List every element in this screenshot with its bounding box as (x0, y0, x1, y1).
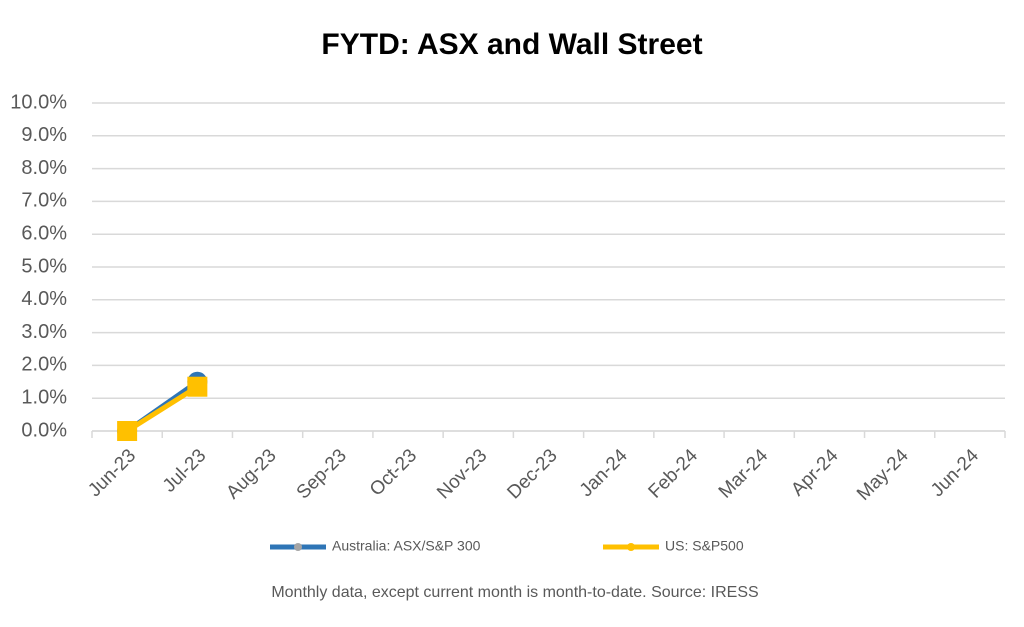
x-tick-label: Jun-23 (84, 445, 140, 501)
y-tick-label: 9.0% (21, 124, 67, 146)
y-tick-label: 3.0% (21, 321, 67, 343)
y-tick-label: 1.0% (21, 386, 67, 408)
y-tick-label: 8.0% (21, 157, 67, 179)
x-tick-label: Jan-24 (576, 445, 632, 501)
x-tick-label: Dec-23 (503, 445, 561, 503)
x-tick-label: May-24 (853, 445, 913, 505)
chart-title: FYTD: ASX and Wall Street (321, 28, 702, 61)
x-tick-label: Jul-23 (159, 445, 210, 496)
y-tick-label: 5.0% (21, 255, 67, 277)
legend-label: Australia: ASX/S&P 300 (332, 538, 481, 554)
x-tick-label: Nov-23 (433, 445, 491, 503)
x-tick-label: Jun-24 (927, 445, 983, 501)
x-tick-label: Sep-23 (293, 445, 351, 503)
y-tick-label: 6.0% (21, 222, 67, 244)
y-tick-label: 7.0% (21, 190, 67, 212)
marker (117, 421, 138, 441)
x-tick-label: Mar-24 (715, 445, 773, 503)
y-tick-label: 10.0% (10, 91, 67, 113)
y-tick-label: 0.0% (21, 419, 67, 441)
x-tick-label: Apr-24 (787, 445, 842, 500)
marker (187, 376, 208, 397)
footnote: Monthly data, except current month is mo… (271, 584, 758, 601)
series-line (125, 384, 199, 434)
y-tick-label: 4.0% (21, 288, 67, 310)
legend-marker (294, 543, 302, 551)
y-tick-label: 2.0% (21, 354, 67, 376)
x-tick-label: Aug-23 (222, 445, 280, 503)
legend-label: US: S&P500 (665, 538, 744, 554)
legend-marker (627, 543, 635, 551)
x-tick-label: Feb-24 (645, 445, 703, 503)
x-tick-label: Oct-23 (366, 445, 421, 500)
